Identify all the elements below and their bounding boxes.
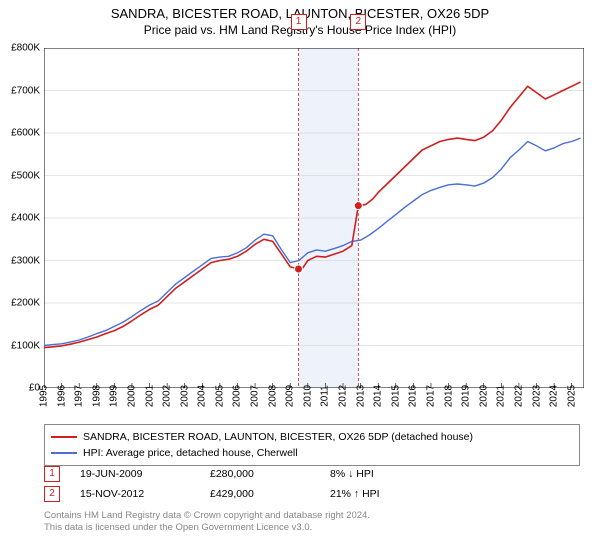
y-axis-tick-label: £300K [11, 255, 40, 266]
y-axis-tick-label: £700K [11, 85, 40, 96]
x-axis-tick-label: 2024 [549, 385, 560, 407]
x-axis-tick-label: 2013 [355, 385, 366, 407]
x-axis-tick-label: 2025 [566, 385, 577, 407]
x-axis-tick-label: 1996 [56, 385, 67, 407]
legend-swatch [51, 452, 77, 454]
x-axis-tick-label: 2004 [197, 385, 208, 407]
x-axis-tick-label: 1999 [109, 385, 120, 407]
y-axis-tick-label: £100K [11, 340, 40, 351]
x-axis-tick-label: 2019 [461, 385, 472, 407]
x-axis-tick-label: 2009 [285, 385, 296, 407]
x-axis-tick-label: 2017 [425, 385, 436, 407]
legend-row: SANDRA, BICESTER ROAD, LAUNTON, BICESTER… [51, 429, 573, 445]
legend-label: SANDRA, BICESTER ROAD, LAUNTON, BICESTER… [83, 431, 473, 443]
x-axis-tick-label: 2000 [126, 385, 137, 407]
x-axis-tick-label: 2001 [144, 385, 155, 407]
x-axis-tick-label: 1997 [74, 385, 85, 407]
footnote-line: Contains HM Land Registry data © Crown c… [44, 510, 580, 522]
x-axis-tick-label: 2011 [320, 385, 331, 407]
x-axis-tick-label: 2006 [232, 385, 243, 407]
x-axis-tick-label: 2021 [496, 385, 507, 407]
x-axis-tick-label: 1998 [91, 385, 102, 407]
x-axis-tick-label: 2018 [443, 385, 454, 407]
x-axis-tick-label: 2015 [390, 385, 401, 407]
legend-swatch [51, 436, 77, 438]
legend-row: HPI: Average price, detached house, Cher… [51, 445, 573, 461]
x-axis-tick-label: 2003 [179, 385, 190, 407]
x-axis-tick-label: 2005 [214, 385, 225, 407]
x-axis-tick-label: 2023 [531, 385, 542, 407]
x-axis-tick-label: 2022 [513, 385, 524, 407]
footnote: Contains HM Land Registry data © Crown c… [44, 510, 580, 534]
x-axis-tick-label: 2010 [302, 385, 313, 407]
chart-svg [44, 48, 584, 388]
y-axis-tick-label: £400K [11, 213, 40, 224]
chart-sale-marker-badge: 2 [350, 14, 366, 30]
x-axis-tick-label: 2012 [338, 385, 349, 407]
chart-sale-marker-badge: 1 [291, 14, 307, 30]
sale-row: 1 19-JUN-2009 £280,000 8% ↓ HPI [44, 464, 580, 484]
y-axis-tick-label: £600K [11, 128, 40, 139]
legend-box: SANDRA, BICESTER ROAD, LAUNTON, BICESTER… [44, 424, 580, 466]
x-axis-tick-label: 2002 [162, 385, 173, 407]
chart-area: £0£100K£200K£300K£400K£500K£600K£700K£80… [44, 48, 584, 388]
legend-label: HPI: Average price, detached house, Cher… [83, 447, 298, 459]
x-axis-tick-label: 1995 [39, 385, 50, 407]
x-axis-tick-label: 2007 [250, 385, 261, 407]
sale-marker-badge: 2 [44, 486, 60, 502]
sale-row: 2 15-NOV-2012 £429,000 21% ↑ HPI [44, 484, 580, 504]
sale-change: 8% ↓ HPI [330, 468, 450, 480]
sale-date: 15-NOV-2012 [80, 488, 210, 500]
footnote-line: This data is licensed under the Open Gov… [44, 522, 580, 534]
sale-date: 19-JUN-2009 [80, 468, 210, 480]
y-axis-tick-label: £800K [11, 43, 40, 54]
sales-table: 1 19-JUN-2009 £280,000 8% ↓ HPI 2 15-NOV… [44, 464, 580, 504]
y-axis-tick-label: £200K [11, 298, 40, 309]
sale-price: £280,000 [210, 468, 330, 480]
y-axis-tick-label: £500K [11, 170, 40, 181]
x-axis-tick-label: 2016 [408, 385, 419, 407]
sale-change: 21% ↑ HPI [330, 488, 450, 500]
x-axis-tick-label: 2020 [478, 385, 489, 407]
sale-marker-badge: 1 [44, 466, 60, 482]
x-axis-tick-label: 2014 [373, 385, 384, 407]
sale-price: £429,000 [210, 488, 330, 500]
x-axis-tick-label: 2008 [267, 385, 278, 407]
